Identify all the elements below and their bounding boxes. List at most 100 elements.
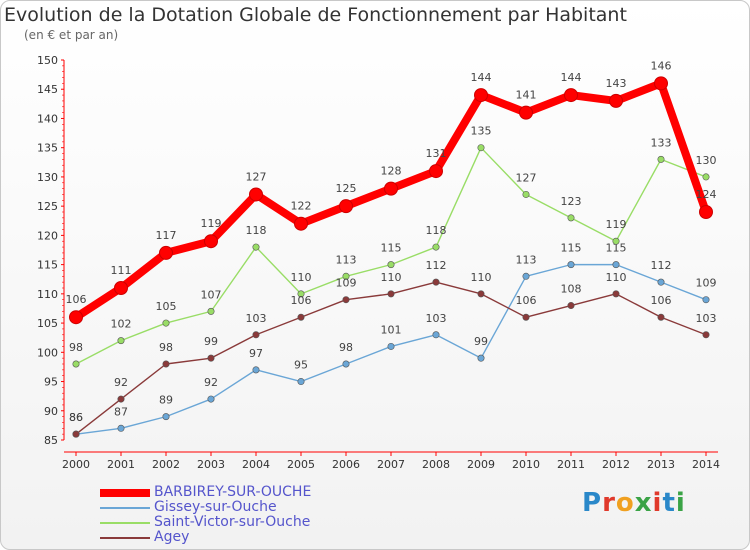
data-label: 110 [291, 271, 312, 284]
data-point [609, 93, 623, 108]
data-point [564, 88, 578, 103]
y-tick-label: 90 [44, 405, 58, 418]
y-tick-label: 125 [37, 200, 58, 213]
data-point [114, 281, 128, 295]
x-tick-label: 2011 [557, 458, 585, 471]
data-label: 97 [249, 347, 263, 360]
x-tick-label: 2005 [287, 458, 315, 471]
y-tick-label: 85 [44, 434, 58, 447]
data-point [477, 354, 485, 362]
x-tick-label: 2003 [197, 458, 225, 471]
data-label: 106 [291, 294, 312, 307]
data-label: 144 [471, 71, 492, 84]
data-label: 99 [204, 335, 218, 348]
data-point [612, 261, 620, 269]
data-point [249, 187, 263, 202]
x-tick-label: 2001 [107, 458, 135, 471]
data-label: 143 [606, 77, 627, 90]
legend-swatch [100, 507, 150, 509]
data-label: 124 [696, 188, 717, 201]
data-label: 128 [381, 165, 402, 178]
data-label: 127 [516, 171, 537, 184]
data-label: 98 [69, 341, 83, 354]
x-tick-label: 2009 [467, 458, 495, 471]
data-label: 98 [339, 341, 353, 354]
data-point [69, 310, 83, 325]
data-point [612, 290, 620, 298]
data-label: 123 [561, 195, 582, 208]
data-label: 103 [696, 312, 717, 325]
x-tick-label: 2002 [152, 458, 180, 471]
logo-letter: P [582, 488, 603, 518]
data-point [432, 278, 440, 286]
x-tick-label: 2013 [647, 458, 675, 471]
data-point [162, 413, 170, 421]
y-tick-label: 150 [37, 54, 58, 67]
data-label: 119 [201, 217, 222, 230]
y-tick-label: 115 [37, 259, 58, 272]
data-point [702, 296, 710, 304]
data-point [522, 272, 530, 280]
data-label: 98 [159, 341, 173, 354]
data-point [72, 360, 80, 368]
y-tick-label: 135 [37, 142, 58, 155]
data-point [702, 331, 710, 339]
data-point [384, 181, 398, 196]
data-point [474, 88, 488, 103]
data-point [612, 237, 620, 245]
data-label: 105 [156, 300, 177, 313]
data-point [567, 261, 575, 269]
data-label: 108 [561, 283, 582, 296]
data-point [432, 331, 440, 339]
data-point [342, 360, 350, 368]
data-point [159, 245, 173, 260]
legend-label: BARBIREY-SUR-OUCHE [154, 484, 312, 500]
data-label: 119 [606, 218, 627, 231]
data-point [387, 261, 395, 269]
data-point [207, 307, 215, 315]
data-point [477, 144, 485, 152]
logo-letter: r [602, 488, 616, 518]
data-point [342, 272, 350, 280]
data-label: 115 [381, 242, 402, 255]
chart-subtitle: (en € et par an) [24, 28, 119, 42]
data-point [252, 243, 260, 251]
data-label: 122 [291, 200, 312, 213]
data-point [477, 290, 485, 298]
x-tick-label: 2014 [692, 458, 720, 471]
x-tick-label: 2004 [242, 458, 270, 471]
logo-letter: i [675, 488, 686, 518]
data-label: 110 [606, 271, 627, 284]
data-label: 87 [114, 405, 128, 418]
data-point [297, 378, 305, 386]
data-point [207, 395, 215, 403]
y-tick-label: 95 [44, 376, 58, 389]
x-tick-label: 2010 [512, 458, 540, 471]
data-point [252, 331, 260, 339]
data-label: 107 [201, 288, 222, 301]
data-label: 86 [69, 411, 83, 424]
data-point [204, 234, 218, 249]
legend-label: Agey [154, 529, 190, 545]
data-label: 102 [111, 318, 132, 331]
data-point [702, 173, 710, 181]
data-label: 115 [561, 242, 582, 255]
data-label: 92 [114, 376, 128, 389]
y-tick-label: 140 [37, 112, 58, 125]
data-point [252, 366, 260, 374]
data-point [342, 296, 350, 304]
data-point [657, 313, 665, 321]
y-tick-label: 120 [37, 229, 58, 242]
logo-letter: o [615, 488, 635, 518]
data-point [297, 313, 305, 321]
data-label: 110 [471, 271, 492, 284]
data-label: 95 [294, 359, 308, 372]
data-label: 103 [426, 312, 447, 325]
data-label: 99 [474, 335, 488, 348]
y-tick-label: 100 [37, 346, 58, 359]
y-tick-label: 110 [37, 288, 58, 301]
data-point [117, 337, 125, 345]
data-point [162, 319, 170, 327]
data-label: 118 [246, 224, 267, 237]
